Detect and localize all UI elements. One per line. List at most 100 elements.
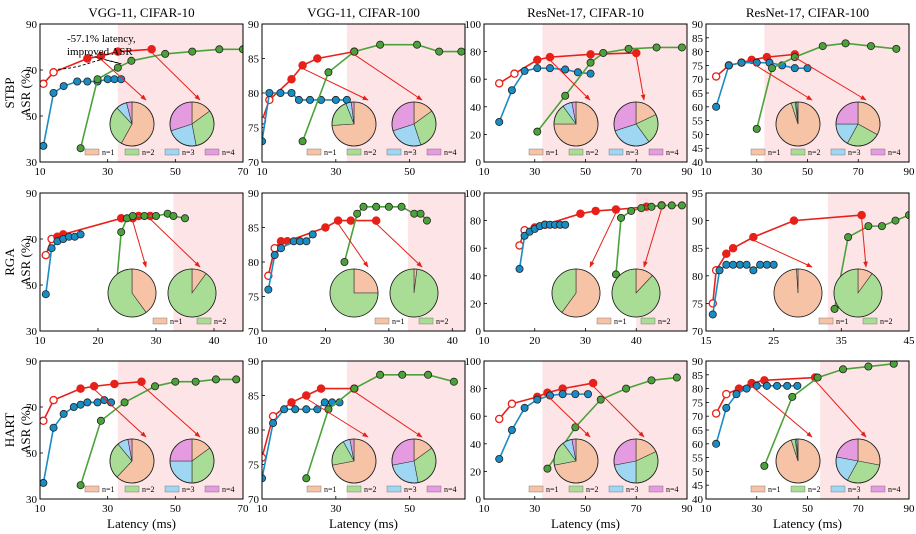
green-data-point <box>413 40 422 49</box>
x-tick-label: 30 <box>751 503 763 515</box>
y-tick-label: 50 <box>692 129 704 141</box>
x-tick-label: 30 <box>151 335 163 347</box>
x-tick-label: 50 <box>404 503 416 515</box>
x-tick-label: 10 <box>35 335 47 347</box>
red-data-point <box>40 79 48 89</box>
pie-outline <box>169 438 215 484</box>
red-data-point <box>302 391 311 400</box>
green-data-point <box>647 376 656 385</box>
red-data-point <box>711 409 721 418</box>
pie-outline <box>553 438 599 484</box>
annotation-line: -57.1% latency, <box>67 33 136 45</box>
y-tick-label: 40 <box>470 271 482 283</box>
legend-swatch-n1 <box>818 317 834 325</box>
legend-label: n=1 <box>102 485 115 494</box>
green-data-point <box>677 201 686 210</box>
x-tick-label: 50 <box>170 503 182 515</box>
plot-frame <box>483 360 688 500</box>
pie-outline <box>551 268 601 318</box>
pie-arrow <box>643 208 663 268</box>
red-data-point <box>533 55 542 65</box>
pie-chart-right <box>833 268 883 318</box>
legend-label: n=3 <box>404 485 417 494</box>
x-tick-label: 10 <box>479 335 491 347</box>
blue-data-point <box>573 68 582 77</box>
blue-data-point <box>735 260 744 269</box>
plot-frame <box>483 23 688 163</box>
legend: n=1 n=2 <box>152 317 227 326</box>
x-tick-label: 10 <box>701 503 713 515</box>
legend-label: n=1 <box>324 148 337 157</box>
x-tick-label: 40 <box>209 335 221 347</box>
panel: 70 75 80 85 90 10 20 30 40 n=1 n=2 <box>248 188 466 347</box>
green-data-point <box>120 398 129 407</box>
green-data-point <box>424 370 433 379</box>
green-data-point <box>611 270 620 279</box>
red-data-point <box>41 250 51 260</box>
red-data-point <box>287 398 296 407</box>
legend-swatch-n3 <box>608 485 624 493</box>
y-tick-label: 90 <box>248 188 260 200</box>
pie-chart-right <box>389 268 439 318</box>
green-data-point <box>866 42 875 51</box>
blue-data-point <box>769 260 778 269</box>
blue-data-point <box>59 409 68 418</box>
blue-data-point <box>262 137 266 146</box>
legend-label: n=2 <box>658 317 671 326</box>
pie-outline <box>833 268 883 318</box>
blue-data-point <box>533 395 542 404</box>
red-data-point <box>632 48 641 58</box>
legend-swatch-n2 <box>790 485 806 493</box>
green-data-point <box>96 416 105 425</box>
y-tick-label: 45 <box>692 480 704 492</box>
legend: n=1 n=2 <box>818 317 893 326</box>
blue-data-point <box>712 439 721 448</box>
y-tick-label: 50 <box>692 466 704 478</box>
y-tick-label: 50 <box>26 448 38 460</box>
legend-label: n=1 <box>102 148 115 157</box>
row-label: HART <box>2 413 17 448</box>
blue-data-point <box>533 64 542 73</box>
x-tick-label: 70 <box>631 166 643 178</box>
y-tick-label: 55 <box>692 453 704 465</box>
series-group <box>40 375 241 490</box>
y-tick-label: 85 <box>248 223 260 235</box>
blue-data-point <box>712 102 721 111</box>
y-tick-label: 90 <box>248 19 260 31</box>
x-tick-label: 10 <box>35 166 47 178</box>
red-data-point <box>49 68 58 77</box>
y-tick-label: 85 <box>692 33 704 45</box>
y-tick-label: 90 <box>692 216 704 228</box>
x-tick-label: 30 <box>102 166 114 178</box>
x-tick-label: 50 <box>580 503 592 515</box>
x-tick-label: 10 <box>257 503 269 515</box>
panel: 30 50 70 90 10 20 30 40 n=1 n=2 <box>26 188 244 347</box>
legend-swatch-n4 <box>426 485 442 493</box>
red-data-point <box>591 206 600 216</box>
legend: n=1 n=2 n=3 n=4 <box>750 148 901 157</box>
series-group <box>708 210 909 319</box>
y-tick-label: 70 <box>248 157 260 169</box>
blue-data-point <box>773 381 782 390</box>
legend: n=1 n=2 n=3 n=4 <box>528 485 679 494</box>
blue-data-point <box>73 77 82 86</box>
y-tick-label: 75 <box>692 397 704 409</box>
blue-data-point <box>110 75 119 84</box>
series-group <box>711 39 901 133</box>
blue-data-point <box>49 423 58 432</box>
pie-chart-right <box>167 268 217 318</box>
legend-swatch-n2 <box>346 485 362 493</box>
green-data-point <box>397 202 406 211</box>
green-data-point <box>813 373 822 382</box>
legend-swatch-n1 <box>84 485 100 493</box>
y-tick-label: 30 <box>26 326 38 338</box>
blue-data-point <box>107 398 116 407</box>
red-data-point <box>371 216 381 225</box>
green-data-point <box>543 464 552 473</box>
legend-label: n=4 <box>888 148 901 157</box>
legend-label: n=3 <box>848 485 861 494</box>
x-axis-label: Latency (ms) <box>551 516 620 531</box>
red-data-point <box>722 389 731 399</box>
green-data-point <box>171 377 180 386</box>
